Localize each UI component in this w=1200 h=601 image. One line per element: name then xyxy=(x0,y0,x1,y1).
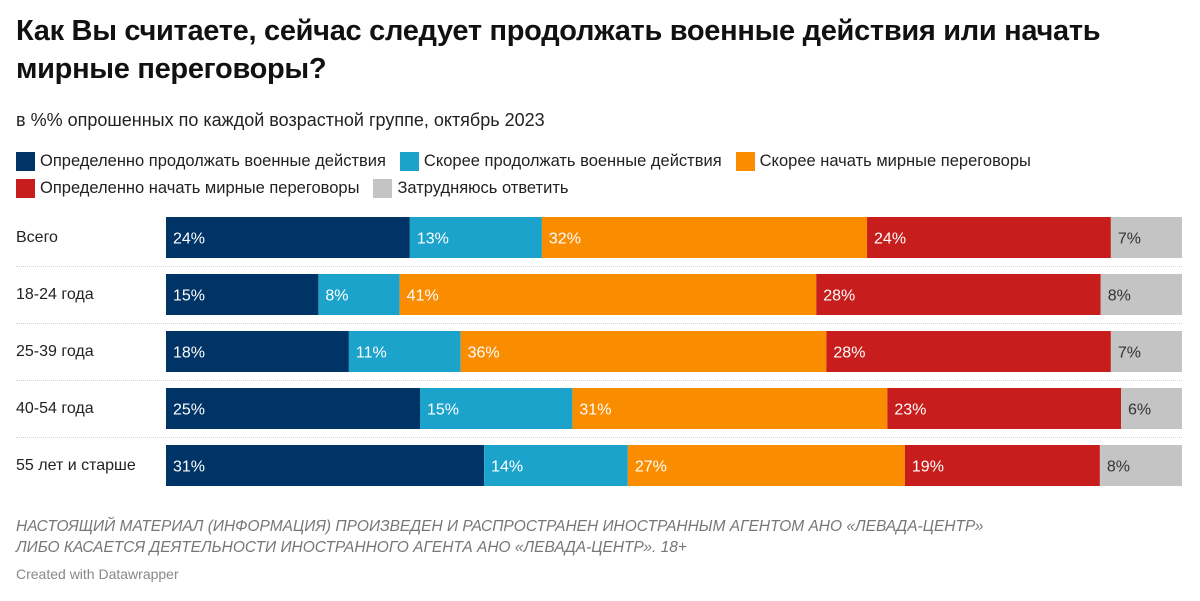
value-label: 8% xyxy=(1107,459,1130,476)
value-label: 31% xyxy=(173,459,205,476)
legend-label: Скорее начать мирные переговоры xyxy=(759,152,1031,170)
row-separator xyxy=(16,266,1182,267)
value-label: 6% xyxy=(1128,402,1151,419)
value-label: 32% xyxy=(549,231,581,248)
bar-segment xyxy=(420,388,573,429)
row-label: Всего xyxy=(16,229,58,246)
value-label: 23% xyxy=(894,402,926,419)
value-label: 24% xyxy=(173,231,205,248)
bar-segment xyxy=(867,217,1111,258)
bar-segment xyxy=(166,331,349,372)
foreign-agent-note: НАСТОЯЩИЙ МАТЕРИАЛ (ИНФОРМАЦИЯ) ПРОИЗВЕД… xyxy=(16,516,1196,558)
bar-row: 31% 14% 27% 19% 8% xyxy=(166,445,1182,486)
bar-segment xyxy=(484,445,628,486)
legend-label: Затрудняюсь ответить xyxy=(397,179,569,197)
bar-segment xyxy=(1099,445,1182,486)
bar-segment xyxy=(460,331,827,372)
chart-title: Как Вы считаете, сейчас следует продолжа… xyxy=(16,15,1101,85)
value-label: 13% xyxy=(417,231,449,248)
legend-swatch xyxy=(373,179,393,198)
legend-row: Определенно начать мирные переговоры Зат… xyxy=(16,175,1196,202)
legend-swatch xyxy=(16,179,35,198)
note-line: НАСТОЯЩИЙ МАТЕРИАЛ (ИНФОРМАЦИЯ) ПРОИЗВЕД… xyxy=(16,518,984,535)
legend-item-rather-continue: Скорее продолжать военные действия xyxy=(399,152,722,171)
value-label: 7% xyxy=(1118,231,1141,248)
bar-segment xyxy=(816,274,1101,315)
value-label: 15% xyxy=(173,288,205,305)
row-separator xyxy=(16,437,1182,438)
bar-segment xyxy=(541,217,868,258)
value-label: 8% xyxy=(325,288,348,305)
row-label: 55 лет и старше xyxy=(16,457,136,474)
value-label: 18% xyxy=(173,345,205,362)
bar-segment xyxy=(348,331,461,372)
legend-item-definitely-continue: Определенно продолжать военные действия xyxy=(16,152,386,171)
row-label: 18-24 года xyxy=(16,286,94,303)
value-label: 8% xyxy=(1108,288,1131,305)
value-label: 27% xyxy=(635,459,667,476)
value-label: 7% xyxy=(1118,345,1141,362)
bar-segment xyxy=(1121,388,1182,429)
value-label: 31% xyxy=(579,402,611,419)
bar-row: 15% 8% 41% 28% 8% xyxy=(166,274,1182,315)
row-label: 25-39 года xyxy=(16,343,94,360)
legend-swatch xyxy=(16,152,35,171)
bar-segment xyxy=(904,445,1100,486)
bar-segment xyxy=(166,274,319,315)
value-label: 19% xyxy=(912,459,944,476)
value-label: 11% xyxy=(356,345,387,362)
bar-segment xyxy=(887,388,1122,429)
legend-swatch xyxy=(735,152,755,171)
bar-segment xyxy=(627,445,905,486)
bar-segment xyxy=(826,331,1111,372)
value-label: 28% xyxy=(833,345,865,362)
bar-row: 24% 13% 32% 24% 7% xyxy=(166,217,1182,258)
legend-row: Определенно продолжать военные действия … xyxy=(16,148,1196,175)
note-line: ЛИБО КАСАЕТСЯ ДЕЯТЕЛЬНОСТИ ИНОСТРАННОГО … xyxy=(16,539,687,556)
bar-segment xyxy=(166,217,410,258)
legend-item-hard-to-say: Затрудняюсь ответить xyxy=(373,179,568,198)
value-label: 15% xyxy=(427,402,459,419)
legend-swatch xyxy=(399,152,419,171)
legend-label: Определенно продолжать военные действия xyxy=(40,152,386,170)
legend: Определенно продолжать военные действия … xyxy=(16,148,1196,202)
chart-subtitle: в %% опрошенных по каждой возрастной гру… xyxy=(16,110,545,130)
bar-segment xyxy=(166,445,485,486)
bar-segment xyxy=(1110,217,1182,258)
bar-segment xyxy=(572,388,888,429)
value-label: 14% xyxy=(491,459,523,476)
bar-row: 18% 11% 36% 28% 7% xyxy=(166,331,1182,372)
bar-segment xyxy=(1100,274,1182,315)
legend-item-rather-negotiate: Скорее начать мирные переговоры xyxy=(735,152,1031,171)
legend-label: Определенно начать мирные переговоры xyxy=(40,179,360,197)
row-separator xyxy=(16,380,1182,381)
legend-label: Скорее продолжать военные действия xyxy=(423,152,722,170)
bar-segment xyxy=(318,274,400,315)
value-label: 24% xyxy=(874,231,906,248)
bar-segment xyxy=(166,388,420,429)
row-label: 40-54 года xyxy=(16,400,94,417)
value-label: 25% xyxy=(173,402,205,419)
datawrapper-credit: Created with Datawrapper xyxy=(16,566,179,582)
bar-row: 25% 15% 31% 23% 6% xyxy=(166,388,1182,429)
bar-segment xyxy=(409,217,542,258)
row-separator xyxy=(16,323,1182,324)
value-label: 28% xyxy=(823,288,855,305)
bar-segment xyxy=(399,274,817,315)
value-label: 36% xyxy=(468,345,500,362)
legend-item-definitely-negotiate: Определенно начать мирные переговоры xyxy=(16,179,359,198)
value-label: 41% xyxy=(407,288,439,305)
bar-segment xyxy=(1110,331,1182,372)
